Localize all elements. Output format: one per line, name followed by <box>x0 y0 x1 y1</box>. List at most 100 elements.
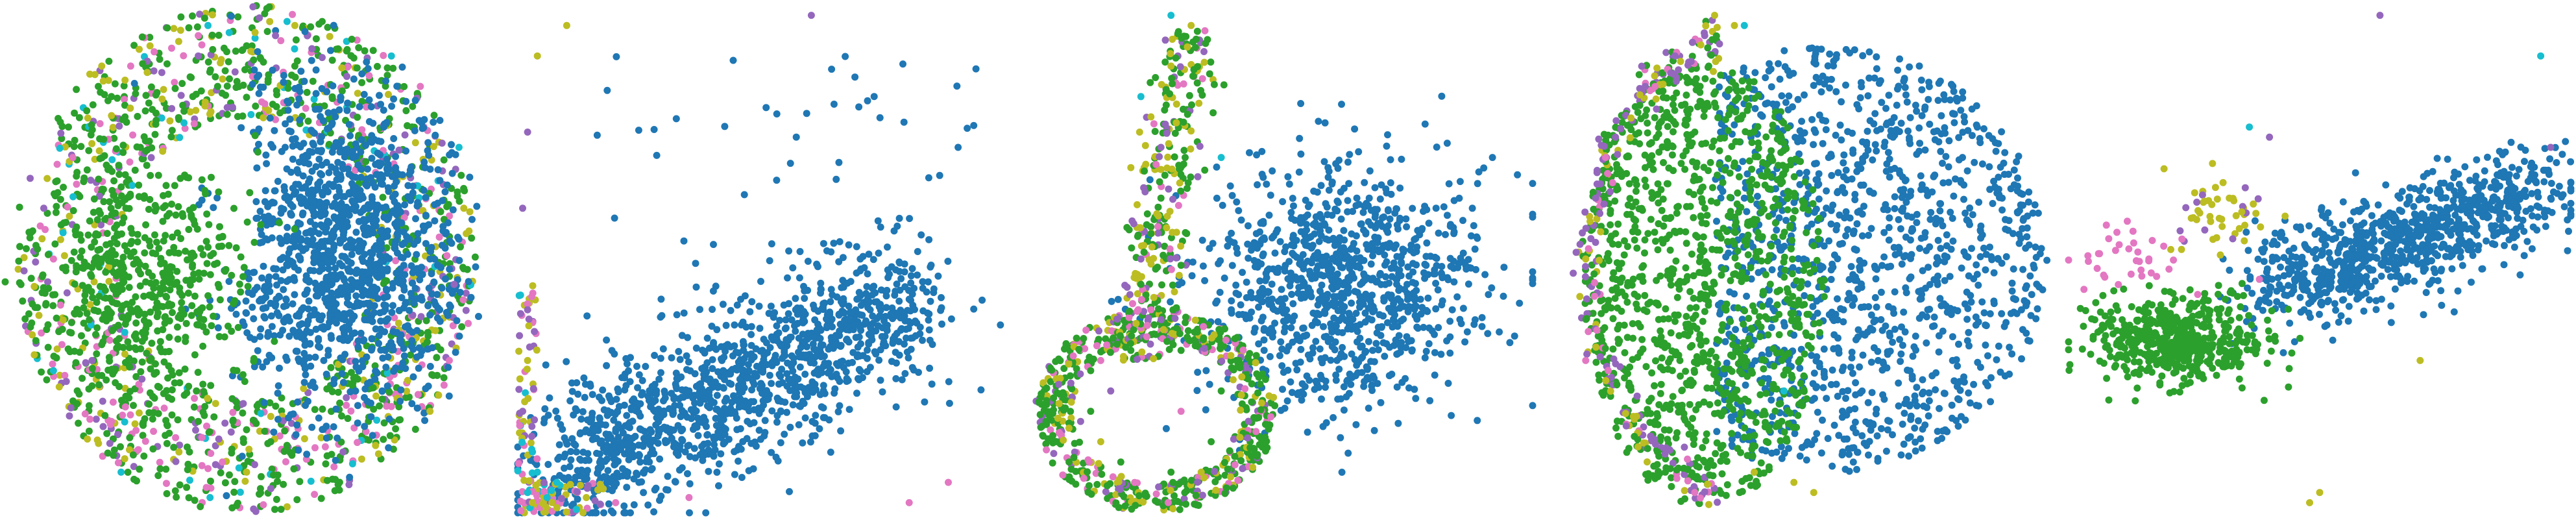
scatter-point <box>845 406 853 413</box>
scatter-point <box>401 201 409 208</box>
scatter-point <box>86 316 93 323</box>
scatter-point <box>842 53 849 60</box>
scatter-point <box>314 180 322 188</box>
scatter-point <box>272 301 280 308</box>
scatter-point <box>735 457 742 465</box>
scatter-point <box>997 321 1004 329</box>
scatter-point <box>101 152 108 160</box>
scatter-point <box>657 369 664 376</box>
scatter-point <box>830 101 838 108</box>
scatter-point <box>20 254 28 262</box>
scatter-point <box>195 275 203 283</box>
scatter-point <box>737 295 744 303</box>
scatter-point <box>372 171 380 179</box>
scatter-point <box>197 245 204 253</box>
scatter-point <box>605 430 613 438</box>
scatter-point <box>837 427 845 435</box>
scatter-point <box>698 443 705 450</box>
scatter-point <box>324 351 332 359</box>
scatter-point <box>712 282 720 290</box>
scatter-point <box>147 308 154 316</box>
scatter-point <box>101 412 109 419</box>
scatter-point <box>757 436 764 443</box>
scatter-point <box>235 464 243 472</box>
scatter-point <box>828 373 836 380</box>
scatter-point <box>794 310 801 318</box>
scatter-point <box>309 236 317 243</box>
scatter-point <box>121 77 129 84</box>
scatter-point <box>168 301 176 309</box>
scatter-point <box>425 151 433 159</box>
scatter-point <box>921 398 929 406</box>
scatter-point <box>226 75 233 82</box>
scatter-point <box>383 293 391 301</box>
scatter-point <box>241 66 249 73</box>
scatter-point <box>103 430 111 438</box>
scatter-point <box>827 298 834 306</box>
scatter-point <box>382 364 390 371</box>
scatter-point <box>431 201 439 208</box>
scatter-point <box>95 207 103 215</box>
scatter-point <box>690 445 698 452</box>
scatter-point <box>305 297 313 305</box>
scatter-point <box>258 473 265 480</box>
scatter-point <box>901 268 908 276</box>
scatter-point <box>162 105 170 112</box>
scatter-point <box>361 251 369 258</box>
scatter-point <box>248 42 256 50</box>
scatter-point <box>348 36 356 43</box>
scatter-point <box>712 345 720 353</box>
scatter-point <box>382 306 389 314</box>
scatter-point <box>210 413 218 421</box>
scatter-point <box>103 230 111 238</box>
scatter-point <box>720 353 728 361</box>
scatter-point <box>80 304 88 312</box>
scatter-point <box>181 125 189 132</box>
scatter-point <box>541 479 548 486</box>
scatter-point <box>280 79 287 86</box>
scatter-point <box>30 351 38 359</box>
scatter-point <box>106 439 114 447</box>
scatter-point <box>533 346 541 354</box>
scatter-point <box>300 385 308 392</box>
scatter-point <box>519 204 526 212</box>
scatter-point <box>514 467 522 475</box>
scatter-point <box>527 439 535 447</box>
scatter-point <box>163 212 171 220</box>
scatter-point <box>130 42 138 49</box>
scatter-point <box>178 80 186 88</box>
scatter-point <box>280 286 287 293</box>
scatter-point <box>139 60 147 68</box>
scatter-point <box>378 388 386 395</box>
scatter-point <box>308 148 316 156</box>
scatter-point <box>893 280 901 288</box>
scatter-point <box>147 83 155 91</box>
scatter-point <box>422 385 430 393</box>
scatter-point <box>233 367 241 375</box>
scatter-point <box>311 129 318 137</box>
scatter-point <box>184 466 191 473</box>
scatter-point <box>679 437 687 445</box>
scatter-point <box>282 120 289 128</box>
scatter-point <box>368 212 376 219</box>
scatter-point <box>714 382 722 390</box>
scatter-point <box>82 359 90 367</box>
scatter-point <box>25 310 32 317</box>
scatter-point <box>132 293 140 301</box>
scatter-point <box>78 332 85 339</box>
scatter-point <box>186 476 193 484</box>
scatter-point <box>378 395 386 403</box>
scatter-point <box>213 82 221 90</box>
scatter-point <box>157 302 164 310</box>
scatter-point <box>178 291 186 299</box>
scatter-point <box>257 221 265 228</box>
scatter-point <box>207 450 215 457</box>
scatter-point <box>811 316 819 324</box>
scatter-point <box>190 270 198 278</box>
scatter-point <box>303 88 311 96</box>
scatter-point <box>297 220 304 228</box>
scatter-point <box>227 428 235 436</box>
scatter-point <box>622 355 630 362</box>
scatter-point <box>836 402 844 410</box>
